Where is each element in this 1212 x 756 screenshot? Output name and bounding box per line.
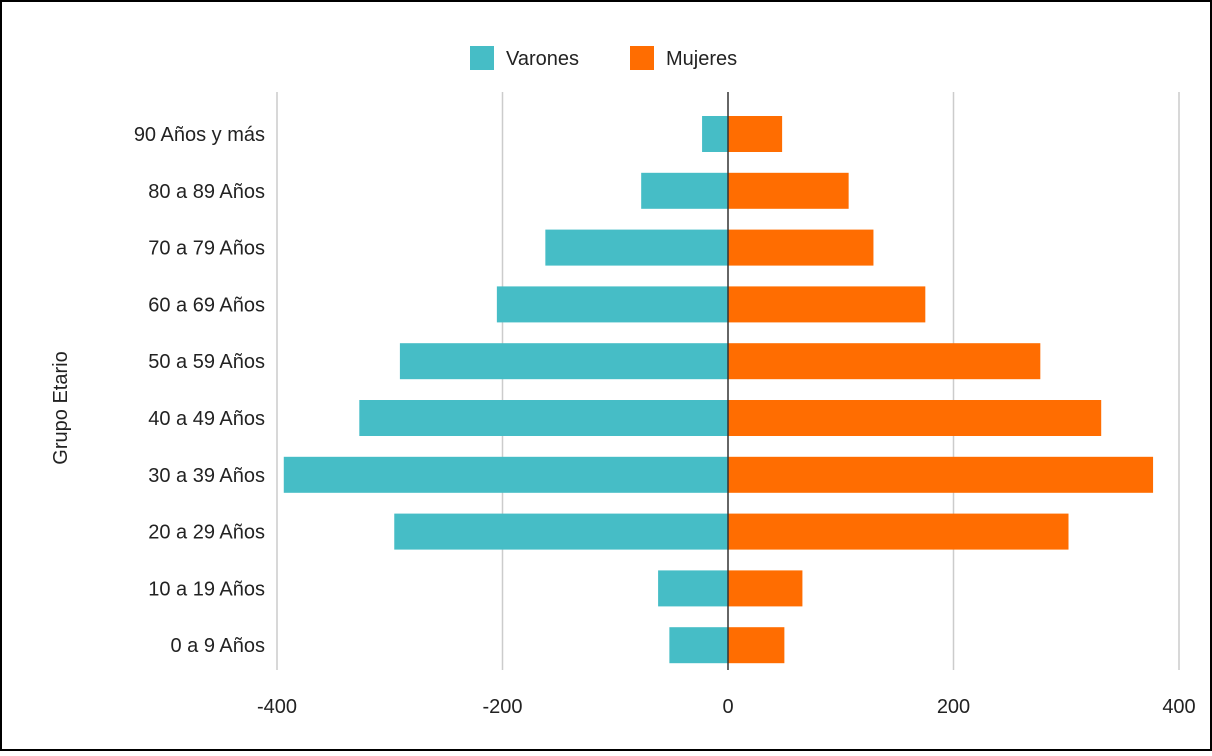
category-label: 40 a 49 Años bbox=[148, 408, 265, 430]
bar-mujeres-1 bbox=[728, 172, 849, 209]
bar-varones-0 bbox=[702, 116, 728, 152]
bar-mujeres-5 bbox=[728, 400, 1102, 436]
x-tick-label: 0 bbox=[722, 696, 733, 718]
bar-varones-1 bbox=[641, 172, 728, 209]
legend-swatch-mujeres bbox=[630, 46, 654, 70]
legend: Varones Mujeres bbox=[470, 46, 737, 70]
bar-mujeres-4 bbox=[728, 343, 1041, 380]
bar-varones-2 bbox=[545, 229, 728, 266]
bar-varones-9 bbox=[669, 627, 728, 664]
category-label: 30 a 39 Años bbox=[148, 465, 265, 487]
category-label: 10 a 19 Años bbox=[148, 578, 265, 600]
bars bbox=[283, 116, 1154, 664]
bar-varones-3 bbox=[496, 286, 728, 323]
legend-label-varones: Varones bbox=[506, 48, 579, 70]
category-label: 50 a 59 Años bbox=[148, 351, 265, 373]
y-axis-label: Grupo Etario bbox=[50, 351, 72, 464]
gridlines bbox=[276, 92, 1180, 670]
bar-mujeres-2 bbox=[728, 229, 874, 266]
category-label: 70 a 79 Años bbox=[148, 238, 265, 260]
category-label: 0 a 9 Años bbox=[170, 635, 265, 657]
bar-varones-7 bbox=[394, 513, 728, 550]
x-tick-label: 200 bbox=[937, 696, 970, 718]
bar-mujeres-6 bbox=[728, 456, 1154, 493]
bar-varones-5 bbox=[359, 400, 728, 436]
legend-label-mujeres: Mujeres bbox=[666, 48, 737, 70]
x-tick-labels: -400 -200 0 200 400 bbox=[257, 696, 1196, 718]
category-label: 90 Años y más bbox=[134, 124, 265, 146]
bar-varones-4 bbox=[399, 343, 728, 380]
x-tick-label: -400 bbox=[257, 696, 297, 718]
bar-mujeres-0 bbox=[728, 116, 783, 152]
category-label: 20 a 29 Años bbox=[148, 522, 265, 544]
bar-mujeres-7 bbox=[728, 513, 1069, 550]
bar-varones-6 bbox=[283, 456, 728, 493]
category-label: 80 a 89 Años bbox=[148, 181, 265, 203]
legend-swatch-varones bbox=[470, 46, 494, 70]
bar-mujeres-9 bbox=[728, 627, 785, 664]
category-label: 60 a 69 Años bbox=[148, 294, 265, 316]
category-labels: 90 Años y más 80 a 89 Años 70 a 79 Años 60 … bbox=[134, 124, 265, 657]
bar-varones-8 bbox=[658, 570, 728, 607]
x-tick-label: -200 bbox=[482, 696, 522, 718]
x-tick-label: 400 bbox=[1162, 696, 1195, 718]
bar-mujeres-3 bbox=[728, 286, 926, 323]
bar-mujeres-8 bbox=[728, 570, 803, 607]
